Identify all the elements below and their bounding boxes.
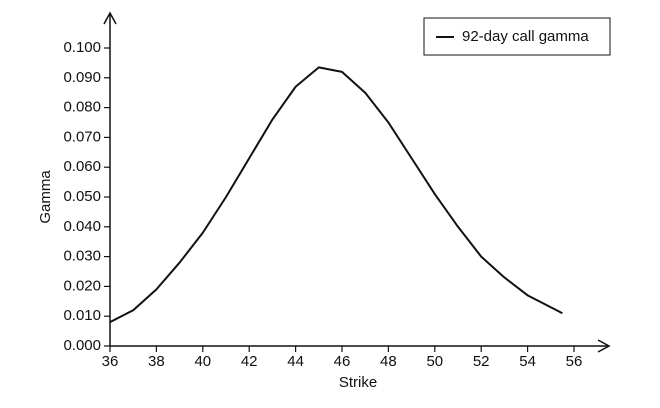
y-tick-label: 0.090 xyxy=(63,69,101,86)
x-tick-label: 46 xyxy=(334,353,351,370)
y-tick-label: 0.050 xyxy=(63,188,101,205)
x-tick-label: 56 xyxy=(566,353,583,370)
y-tick-label: 0.020 xyxy=(63,277,101,294)
y-tick-label: 0.030 xyxy=(63,248,101,265)
legend-box xyxy=(423,17,611,56)
x-tick-label: 48 xyxy=(380,353,397,370)
x-tick-label: 42 xyxy=(241,353,258,370)
y-tick-label: 0.070 xyxy=(63,128,101,145)
y-tick-label: 0.100 xyxy=(63,39,101,56)
x-tick-label: 44 xyxy=(287,353,304,370)
x-tick-label: 54 xyxy=(519,353,536,370)
y-axis-label: Gamma xyxy=(37,170,54,224)
y-tick-label: 0.080 xyxy=(63,99,101,116)
x-tick-label: 36 xyxy=(102,353,119,370)
x-axis-label: Strike xyxy=(339,374,377,391)
legend-label: 92-day call gamma xyxy=(462,28,589,45)
x-axis-arrow xyxy=(597,339,611,353)
y-tick-label: 0.000 xyxy=(63,337,101,354)
y-axis-arrow xyxy=(103,11,117,25)
line xyxy=(109,66,563,324)
x-tick-label: 38 xyxy=(148,353,165,370)
y-tick-label: 0.010 xyxy=(63,307,101,324)
x-tick-label: 50 xyxy=(426,353,443,370)
x-tick-label: 40 xyxy=(194,353,211,370)
y-tick-label: 0.060 xyxy=(63,158,101,175)
y-tick-label: 0.040 xyxy=(63,218,101,235)
x-tick-label: 52 xyxy=(473,353,490,370)
